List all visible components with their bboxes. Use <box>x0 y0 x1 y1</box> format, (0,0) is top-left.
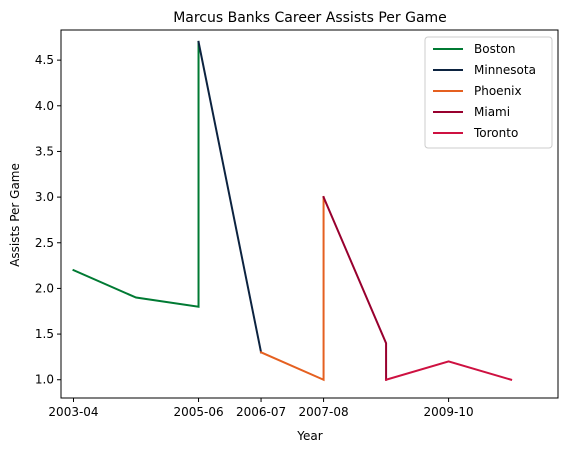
series-line-phoenix <box>259 196 325 382</box>
y-axis-label: Assists Per Game <box>8 163 22 267</box>
y-tick-label: 3.5 <box>35 144 54 158</box>
y-tick-label: 4.0 <box>35 99 54 113</box>
legend-label: Toronto <box>473 126 518 140</box>
x-tick-label: 2006-07 <box>236 405 286 419</box>
legend-label: Minnesota <box>474 63 536 77</box>
x-tick-label: 2007-08 <box>298 405 348 419</box>
series-line-miami <box>322 195 388 381</box>
legend-label: Miami <box>474 105 510 119</box>
series-line-boston <box>72 40 200 308</box>
y-tick-label: 2.5 <box>35 236 54 250</box>
legend-label: Phoenix <box>474 84 522 98</box>
axes-frame <box>60 29 559 399</box>
legend: Boston Minnesota Phoenix Miami Toronto <box>424 36 553 149</box>
legend-box <box>424 36 553 149</box>
y-tick-label: 1.0 <box>35 373 54 387</box>
y-tick-label: 1.5 <box>35 327 54 341</box>
series-line-toronto <box>384 360 513 381</box>
x-tick-label: 2005-06 <box>173 405 223 419</box>
x-axis-label: Year <box>296 429 322 443</box>
x-tick-label: 2009-10 <box>424 405 474 419</box>
series-line-minnesota <box>197 40 263 354</box>
x-tick-label: 2003-04 <box>48 405 98 419</box>
y-tick-label: 2.0 <box>35 281 54 295</box>
y-tick-label: 3.0 <box>35 190 54 204</box>
chart-title: Marcus Banks Career Assists Per Game <box>173 10 447 26</box>
plot-area: 2003-04 2005-06 2006-07 2007-08 2009-10 1.0 1.… <box>35 29 559 419</box>
legend-label: Boston <box>474 42 515 56</box>
y-tick-label: 4.5 <box>35 53 54 67</box>
